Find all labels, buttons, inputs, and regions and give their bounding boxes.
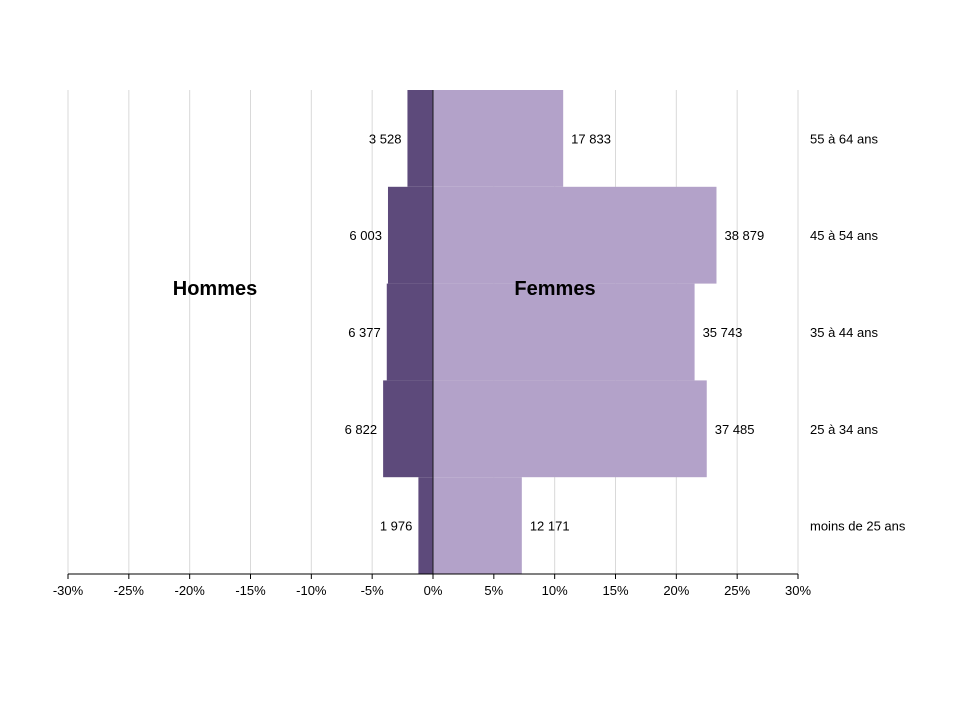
bar-femmes <box>433 186 717 284</box>
bar-hommes <box>387 186 433 284</box>
data-label-femmes: 12 171 <box>530 519 570 534</box>
bar-femmes <box>433 477 522 574</box>
data-label-femmes: 17 833 <box>571 131 611 146</box>
x-tick-label: 10% <box>542 583 568 598</box>
x-tick-label: 25% <box>724 583 750 598</box>
data-label-femmes: 35 743 <box>703 325 743 340</box>
data-label-hommes: 6 377 <box>348 325 381 340</box>
category-label: 55 à 64 ans <box>810 131 878 146</box>
x-tick-label: 5% <box>484 583 503 598</box>
data-label-femmes: 37 485 <box>715 422 755 437</box>
x-tick-label: -10% <box>296 583 327 598</box>
x-tick-label: 20% <box>663 583 689 598</box>
x-tick-label: -25% <box>114 583 145 598</box>
x-axis: -30% -25% -20% -15% -10% -5% 0% 5% 10% 15% 20% 25% 3… <box>53 90 811 598</box>
x-tick-label: 30% <box>785 583 811 598</box>
category-label: moins de 25 ans <box>810 519 906 534</box>
gridlines <box>67 90 799 574</box>
bar-hommes <box>407 90 433 187</box>
data-label-hommes: 6 003 <box>349 228 382 243</box>
x-tick-label: -5% <box>361 583 385 598</box>
category-label: 45 à 54 ans <box>810 228 878 243</box>
x-tick-label: 15% <box>602 583 628 598</box>
data-label-hommes: 3 528 <box>369 131 402 146</box>
x-tick-label: 0% <box>424 583 443 598</box>
data-label-hommes: 1 976 <box>380 519 413 534</box>
labels: 3 528 17 833 55 à 64 ans 6 003 38 879 45 à 54… <box>345 131 906 533</box>
bar-femmes <box>433 90 564 187</box>
bar-femmes <box>433 380 707 478</box>
group-label-left: Hommes <box>173 278 257 300</box>
category-label: 25 à 34 ans <box>810 422 878 437</box>
bar-hommes <box>386 283 433 381</box>
x-tick-label: -30% <box>53 583 84 598</box>
x-tick-label: -20% <box>174 583 205 598</box>
bar-hommes <box>418 477 433 574</box>
x-tick-label: -15% <box>235 583 266 598</box>
data-label-femmes: 38 879 <box>724 228 764 243</box>
group-label-right: Femmes <box>514 278 595 300</box>
bar-hommes <box>383 380 433 478</box>
bars <box>383 90 717 574</box>
data-label-hommes: 6 822 <box>345 422 378 437</box>
category-label: 35 à 44 ans <box>810 325 878 340</box>
bar-femmes <box>433 283 695 381</box>
